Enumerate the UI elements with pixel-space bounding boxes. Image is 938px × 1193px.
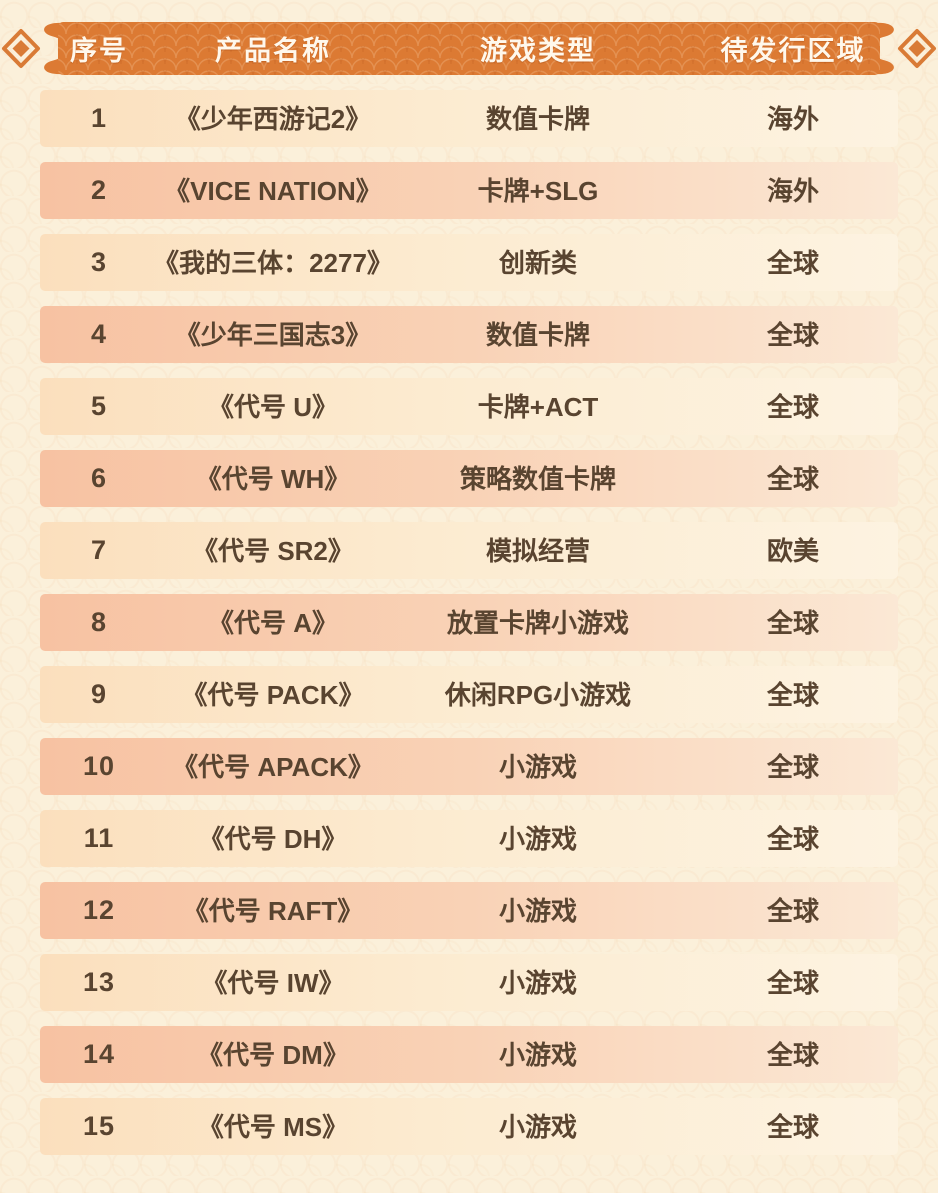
diamond-ornament-left-icon (2, 29, 40, 68)
game-type: 小游戏 (498, 967, 577, 998)
release-region: 海外 (766, 175, 819, 206)
game-type: 小游戏 (498, 1039, 577, 1070)
row-index: 1 (90, 103, 108, 133)
product-name: 《代号 U》 (207, 391, 338, 422)
game-type: 小游戏 (498, 823, 577, 854)
row-index: 3 (90, 247, 108, 277)
product-name: 《少年三国志3》 (174, 319, 372, 350)
table-header-row: 序号 产品名称 游戏类型 待发行区域 (40, 22, 898, 75)
release-region: 全球 (766, 895, 819, 926)
table-row: 13 《代号 IW》 小游戏 全球 (40, 954, 898, 1011)
row-index: 4 (90, 319, 108, 349)
game-type: 数值卡牌 (485, 103, 590, 134)
table-row: 12 《代号 RAFT》 小游戏 全球 (40, 882, 898, 939)
product-name: 《代号 DM》 (197, 1039, 349, 1070)
table-row: 2 《VICE NATION》 卡牌+SLG 海外 (40, 162, 898, 219)
table-row: 7 《代号 SR2》 模拟经营 欧美 (40, 522, 898, 579)
release-region: 全球 (766, 823, 819, 854)
table-row: 8 《代号 A》 放置卡牌小游戏 全球 (40, 594, 898, 651)
row-index: 6 (90, 463, 108, 493)
table-row: 11 《代号 DH》 小游戏 全球 (40, 810, 898, 867)
release-region: 全球 (766, 247, 819, 278)
game-type: 数值卡牌 (485, 319, 590, 350)
release-region: 全球 (766, 1039, 819, 1070)
table-row: 1 《少年西游记2》 数值卡牌 海外 (40, 90, 898, 147)
row-index: 13 (82, 967, 116, 997)
ribbon-end-left-icon (44, 22, 62, 75)
row-index: 14 (82, 1039, 116, 1069)
header-col-index: 序号 (70, 36, 128, 66)
product-name: 《代号 PACK》 (181, 679, 365, 710)
product-name: 《代号 MS》 (197, 1111, 349, 1142)
release-region: 欧美 (766, 535, 819, 566)
table-row: 5 《代号 U》 卡牌+ACT 全球 (40, 378, 898, 435)
release-region: 全球 (766, 319, 819, 350)
product-name: 《代号 IW》 (201, 967, 345, 998)
release-region: 全球 (766, 1111, 819, 1142)
product-name: 《VICE NATION》 (164, 175, 382, 206)
game-type: 小游戏 (498, 895, 577, 926)
product-name: 《代号 RAFT》 (182, 895, 364, 926)
row-index: 15 (82, 1111, 116, 1141)
header-col-name: 产品名称 (215, 36, 331, 66)
game-type: 休闲RPG小游戏 (444, 679, 632, 710)
game-type: 模拟经营 (485, 535, 590, 566)
product-name: 《代号 DH》 (198, 823, 348, 854)
release-region: 全球 (766, 679, 819, 710)
table-row: 3 《我的三体：2277》 创新类 全球 (40, 234, 898, 291)
product-name: 《代号 WH》 (195, 463, 351, 494)
row-index: 7 (90, 535, 108, 565)
game-type: 小游戏 (498, 1111, 577, 1142)
table-row: 9 《代号 PACK》 休闲RPG小游戏 全球 (40, 666, 898, 723)
header-col-type: 游戏类型 (480, 36, 596, 66)
release-region: 全球 (766, 463, 819, 494)
header-col-region: 待发行区域 (720, 36, 866, 66)
table-row: 6 《代号 WH》 策略数值卡牌 全球 (40, 450, 898, 507)
product-name: 《代号 SR2》 (192, 535, 354, 566)
game-type: 小游戏 (498, 751, 577, 782)
row-index: 5 (90, 391, 108, 421)
row-index: 9 (90, 679, 108, 709)
row-index: 12 (82, 895, 116, 925)
release-region: 全球 (766, 391, 819, 422)
table-row: 4 《少年三国志3》 数值卡牌 全球 (40, 306, 898, 363)
release-region: 海外 (766, 103, 819, 134)
table-row: 10 《代号 APACK》 小游戏 全球 (40, 738, 898, 795)
row-index: 10 (82, 751, 116, 781)
product-name: 《代号 A》 (207, 607, 338, 638)
product-name: 《代号 APACK》 (172, 751, 374, 782)
game-type: 策略数值卡牌 (459, 463, 616, 494)
row-index: 11 (83, 823, 115, 853)
banner-ribbon-graphic (2, 22, 936, 75)
release-region: 全球 (766, 607, 819, 638)
table-body: 1 《少年西游记2》 数值卡牌 海外 2 《VICE NATION》 卡牌+SL… (40, 90, 898, 1170)
row-index: 8 (90, 607, 108, 637)
release-region: 全球 (766, 967, 819, 998)
game-type: 卡牌+SLG (477, 175, 599, 206)
table-header-banner: 序号 产品名称 游戏类型 待发行区域 (0, 22, 938, 75)
table-row: 15 《代号 MS》 小游戏 全球 (40, 1098, 898, 1155)
product-name: 《我的三体：2277》 (153, 247, 393, 278)
game-type: 放置卡牌小游戏 (446, 607, 629, 638)
table-row: 14 《代号 DM》 小游戏 全球 (40, 1026, 898, 1083)
diamond-ornament-right-icon (898, 29, 936, 68)
release-region: 全球 (766, 751, 819, 782)
row-index: 2 (90, 175, 108, 205)
game-type: 创新类 (498, 247, 577, 278)
product-name: 《少年西游记2》 (174, 103, 372, 134)
game-type: 卡牌+ACT (477, 391, 599, 422)
ribbon-end-right-icon (876, 22, 894, 75)
